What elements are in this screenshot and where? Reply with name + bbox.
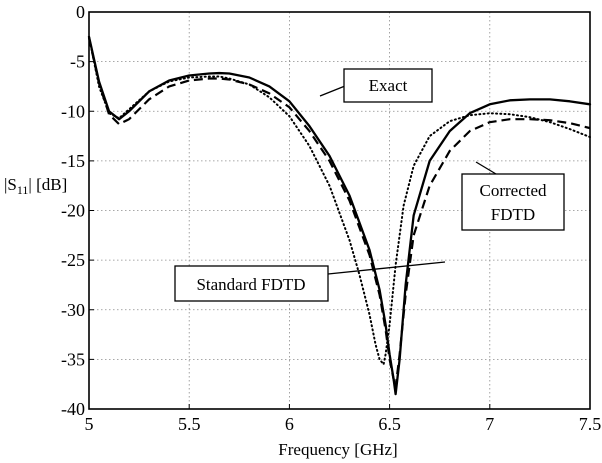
callout-standard-leader bbox=[327, 261, 446, 275]
y-axis-label: |S11| [dB] bbox=[4, 175, 67, 197]
callout-exact-text: Exact bbox=[369, 76, 408, 95]
y-tick-label: -30 bbox=[61, 300, 85, 320]
x-tick-label: 6 bbox=[285, 414, 294, 434]
callout-exact-box bbox=[343, 68, 433, 103]
y-tick-label: -15 bbox=[61, 151, 85, 171]
y-axis-label-main: |S bbox=[4, 175, 17, 194]
y-axis-label-subscript: 11 bbox=[17, 183, 29, 197]
x-axis-label: Frequency [GHz] bbox=[278, 440, 397, 459]
callout-corrected-box bbox=[461, 173, 565, 231]
callout-exact-leader bbox=[319, 85, 346, 97]
series-line-corrected-fdtd bbox=[87, 37, 591, 389]
y-axis-label-unit: | [dB] bbox=[28, 175, 67, 194]
y-tick-label: -10 bbox=[61, 101, 85, 121]
callout-exact: Exact bbox=[319, 68, 433, 103]
callout-corrected-fdtd: Corrected FDTD bbox=[461, 161, 565, 231]
y-tick-label: 0 bbox=[76, 2, 85, 22]
callout-standard-text: Standard FDTD bbox=[196, 275, 305, 294]
x-tick-label: 6.5 bbox=[378, 414, 401, 434]
y-tick-label: -5 bbox=[70, 52, 85, 72]
y-tick-label: -20 bbox=[61, 201, 85, 221]
series-line-exact bbox=[87, 35, 592, 396]
callout-corrected-leader bbox=[475, 161, 497, 175]
callout-standard-fdtd: Standard FDTD bbox=[174, 261, 446, 302]
series-layer bbox=[87, 35, 592, 396]
callout-corrected-text-line2: FDTD bbox=[491, 205, 535, 224]
x-tick-label: 7 bbox=[485, 414, 494, 434]
tick-layer: 5 5.5 6 6.5 7 7.5 0 -5 -10 -15 -20 -25 -30 -35 -40 bbox=[61, 2, 601, 434]
x-tick-label: 7.5 bbox=[579, 414, 602, 434]
x-tick-label: 5.5 bbox=[178, 414, 201, 434]
y-tick-label: -25 bbox=[61, 250, 85, 270]
callout-standard-box bbox=[174, 265, 329, 302]
y-tick-label: -40 bbox=[61, 399, 85, 419]
callout-corrected-text-line1: Corrected bbox=[479, 181, 547, 200]
y-tick-label: -35 bbox=[61, 349, 85, 369]
x-tick-label: 5 bbox=[85, 414, 94, 434]
